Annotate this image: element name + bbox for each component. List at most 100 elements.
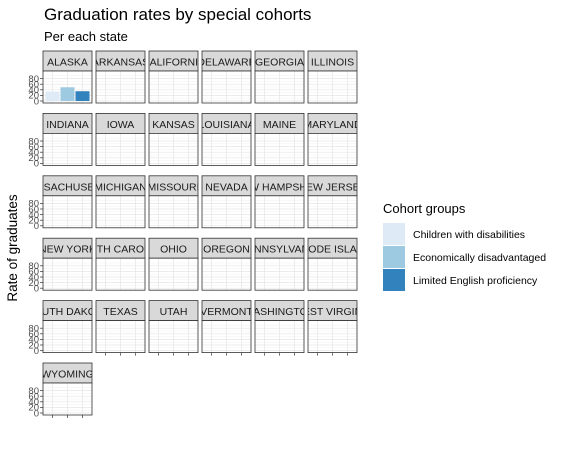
facet-border	[95, 257, 146, 291]
y-tick-label: 80	[28, 199, 39, 210]
bar	[60, 87, 75, 101]
y-tick-label: 60	[28, 142, 39, 153]
y-tick-label: 40	[28, 148, 39, 159]
facet-border	[201, 195, 252, 229]
facet-label: TEXAS	[103, 306, 137, 318]
legend-key	[383, 246, 405, 268]
chart-title: Graduation rates by special cohorts	[44, 5, 311, 24]
y-tick-label: 40	[28, 397, 39, 408]
facet-label: OHIO	[160, 244, 187, 256]
facet-border	[307, 195, 358, 229]
facet-label: ILLINOIS	[311, 57, 354, 69]
y-tick-label: 20	[28, 340, 39, 351]
facet-label: MAINE	[263, 119, 296, 131]
facet-border	[201, 257, 252, 291]
bar	[75, 91, 90, 101]
facet-border	[95, 70, 146, 104]
legend-label: Children with disabilities	[413, 229, 525, 241]
facet-border	[148, 132, 199, 166]
facet-label: ALASKA	[47, 57, 88, 69]
facet-border	[254, 195, 305, 229]
facet-border	[95, 132, 146, 166]
y-tick-label: 60	[28, 80, 39, 91]
y-axis-label: Rate of graduates	[5, 194, 20, 302]
y-tick-label: 0	[34, 159, 39, 170]
y-tick-label: 0	[34, 221, 39, 232]
y-tick-label: 20	[28, 278, 39, 289]
facet-label: GEORGIA	[255, 57, 304, 69]
facet-label: MICHIGAN	[94, 181, 147, 193]
legend-label: Economically disadvantaged	[413, 252, 546, 264]
facet-label: KANSAS	[152, 119, 195, 131]
facet-label: DELAWARE	[197, 57, 255, 69]
facet-border	[201, 132, 252, 166]
facet-border	[148, 257, 199, 291]
legend-label: Limited English proficiency	[413, 275, 538, 287]
y-tick-label: 20	[28, 216, 39, 227]
facet-border	[42, 132, 93, 166]
facet-label: OREGON	[203, 244, 250, 256]
facet-label: MASSACHUSETTS	[21, 181, 114, 193]
y-tick-label: 40	[28, 272, 39, 283]
legend-key	[383, 269, 405, 291]
facet-label: RHODE ISLAND	[293, 244, 372, 256]
facet-label: SOUTH DAKOTA	[26, 306, 108, 318]
legend: Cohort groups Children with disabilities…	[383, 201, 546, 291]
facet-label: NEW JERSEY	[298, 181, 366, 193]
y-tick-label: 60	[28, 329, 39, 340]
facet-border	[307, 70, 358, 104]
facet-grid: ALASKA020406080ARKANSASCALIFORNIADELAWAR…	[21, 50, 372, 419]
facet-label: UTAH	[160, 306, 188, 318]
facet-border	[42, 320, 93, 354]
facet-label: NEW HAMPSHIRE	[235, 181, 325, 193]
y-tick-label: 40	[28, 85, 39, 96]
legend-title: Cohort groups	[383, 201, 466, 216]
y-tick-label: 80	[28, 261, 39, 272]
bar	[45, 91, 60, 101]
y-tick-label: 80	[28, 386, 39, 397]
facet-border	[254, 70, 305, 104]
facet-border	[307, 132, 358, 166]
facet-label: VERMONT	[200, 306, 253, 318]
y-tick-label: 0	[34, 408, 39, 419]
facet-border	[42, 257, 93, 291]
facet-border	[201, 70, 252, 104]
facet-border	[307, 257, 358, 291]
facet-border	[42, 70, 93, 104]
y-tick-label: 40	[28, 335, 39, 346]
facet-border	[148, 195, 199, 229]
facet-label: LOUISIANA	[198, 119, 254, 131]
facet-label: NORTH CAROLINA	[74, 244, 168, 256]
facet-border	[254, 132, 305, 166]
y-tick-label: 60	[28, 267, 39, 278]
facet-label: MISSOURI	[148, 181, 200, 193]
facet-border	[148, 70, 199, 104]
facet-label: PENNSYLVANIA	[240, 244, 319, 256]
facet-label: WASHINGTON	[244, 306, 316, 318]
y-tick-label: 80	[28, 136, 39, 147]
facet-label: CALIFORNIA	[142, 57, 205, 69]
facet-label: WYOMING	[41, 369, 94, 381]
facet-label: MARYLAND	[303, 119, 362, 131]
facet-border	[42, 195, 93, 229]
y-tick-label: 60	[28, 204, 39, 215]
y-tick-label: 20	[28, 403, 39, 414]
y-tick-label: 60	[28, 392, 39, 403]
facet-border	[254, 257, 305, 291]
y-tick-label: 0	[34, 284, 39, 295]
y-tick-label: 80	[28, 324, 39, 335]
facet-label: NEW YORK	[39, 244, 96, 256]
y-tick-label: 20	[28, 91, 39, 102]
facet-label: INDIANA	[46, 119, 89, 131]
y-tick-label: 20	[28, 153, 39, 164]
facet-label: IOWA	[107, 119, 135, 131]
facet-label: NEVADA	[205, 181, 247, 193]
legend-key	[383, 223, 405, 245]
y-tick-label: 80	[28, 74, 39, 85]
chart-subtitle: Per each state	[44, 29, 128, 44]
facet-border	[95, 195, 146, 229]
y-tick-label: 0	[34, 346, 39, 357]
y-tick-label: 40	[28, 210, 39, 221]
y-tick-label: 0	[34, 96, 39, 107]
